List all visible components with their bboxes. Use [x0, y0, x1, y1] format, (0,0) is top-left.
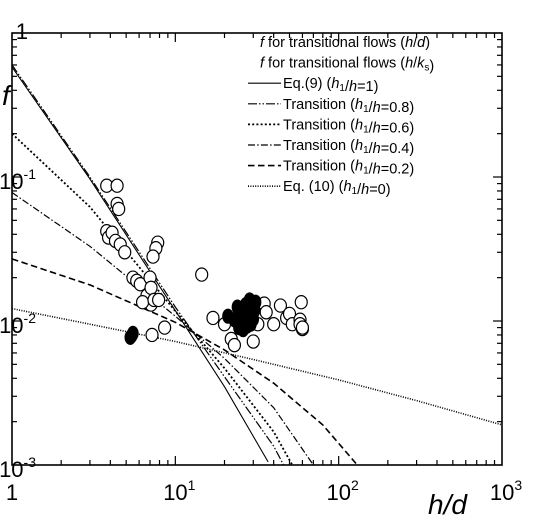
open-point	[135, 295, 150, 310]
x-tick-label: 1	[6, 480, 18, 505]
x-tick-label: 101	[163, 477, 195, 505]
y-axis-title: f	[2, 80, 13, 111]
curve-dashdotdot	[12, 64, 285, 465]
x-tick-label: 103	[490, 477, 522, 505]
filled-point	[233, 319, 245, 336]
open-point	[273, 298, 288, 313]
curve-solid	[12, 66, 269, 463]
legend: f for transitional flows (h/d) f for tran…	[248, 35, 434, 198]
legend-label: Transition (h1/h=0.8)	[283, 97, 414, 116]
filled-point	[125, 328, 138, 344]
open-point	[118, 245, 132, 260]
filled-point	[249, 294, 262, 310]
open-point	[146, 249, 160, 264]
open-point	[227, 337, 242, 353]
y-tick-label: 10-3	[0, 454, 36, 482]
legend-label: Transition (h1/h=0.4)	[283, 138, 414, 157]
y-tick-label: 10-1	[0, 166, 36, 194]
curve-dashdot	[12, 192, 314, 465]
open-point	[110, 178, 124, 193]
y-tick-label: 1	[16, 19, 28, 44]
open-point	[145, 327, 159, 343]
ticks-layer	[12, 33, 502, 465]
plot-frame	[11, 32, 503, 466]
open-point	[195, 267, 209, 282]
lines-layer	[12, 64, 502, 465]
open-point	[267, 317, 281, 332]
curve-dashed	[12, 258, 358, 465]
open-point	[295, 320, 310, 335]
points-layer	[100, 178, 310, 353]
legend-label: Eq. (10) (h1/h=0)	[283, 179, 391, 198]
tick-labels: 1 101 102 103 10-3 10-2 10-1 1	[0, 19, 522, 505]
x-tick-label: 102	[327, 477, 359, 505]
open-point	[152, 292, 166, 308]
curve-dotted	[12, 133, 294, 465]
open-point	[246, 334, 260, 349]
open-point	[259, 305, 273, 320]
legend-label: Eq.(9) (h1/h=1)	[283, 76, 378, 95]
x-axis-title: h/d	[428, 489, 468, 520]
open-point	[206, 310, 220, 326]
legend-label: Transition (h1/h=0.6)	[283, 117, 414, 136]
y-tick-label: 10-2	[0, 310, 36, 338]
open-point	[158, 320, 172, 335]
open-point	[144, 280, 158, 296]
open-point	[294, 295, 308, 310]
legend-label: f for transitional flows (h/d)	[260, 35, 430, 51]
legend-label: Transition (h1/h=0.2)	[283, 159, 414, 178]
open-point	[112, 201, 126, 217]
legend-label: f for transitional flows (h/ks)	[260, 56, 434, 75]
curve-fine-dotted	[12, 307, 502, 426]
